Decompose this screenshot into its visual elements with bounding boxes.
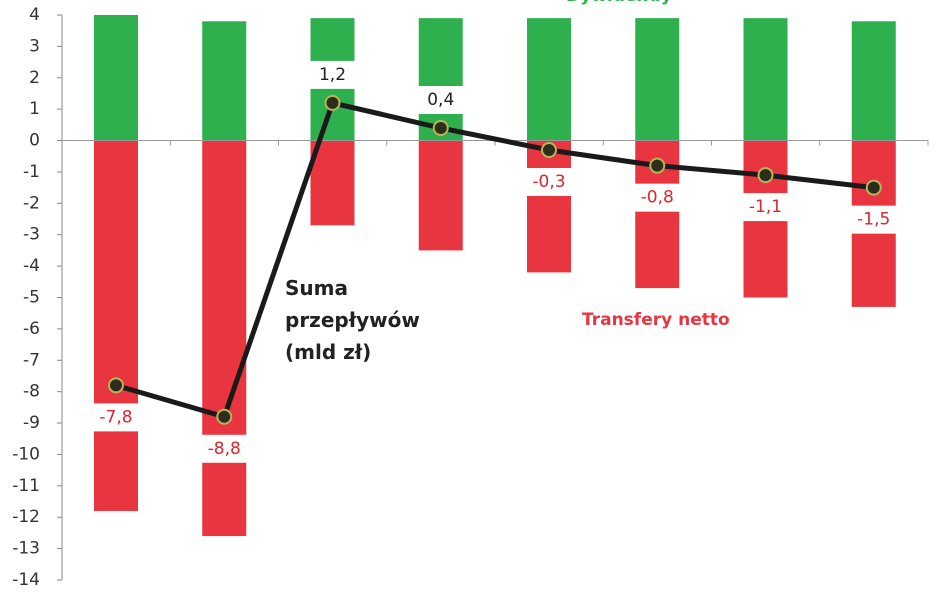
y-tick-label: -9 <box>23 413 40 433</box>
value-label: 0,4 <box>416 86 465 114</box>
y-tick-label: 0 <box>29 131 40 151</box>
label-box <box>200 434 249 463</box>
y-tick-label: -2 <box>23 193 40 213</box>
value-label: -8,8 <box>200 434 249 463</box>
label-box <box>308 60 357 89</box>
value-label: -0,3 <box>525 167 573 196</box>
point <box>216 408 233 425</box>
y-tick-label: 3 <box>29 36 40 56</box>
bar <box>310 140 355 226</box>
y-tick-label: -13 <box>12 539 40 559</box>
value-label: 1,2 <box>308 60 357 89</box>
point <box>541 141 557 158</box>
y-tick-label: -4 <box>23 256 40 276</box>
value-label: -1,5 <box>849 205 898 234</box>
bar <box>94 140 138 511</box>
value-label: -0,8 <box>633 183 682 212</box>
label-box <box>92 403 140 432</box>
value-label-text: 0,4 <box>427 90 454 110</box>
y-tick-label: -14 <box>12 570 40 590</box>
y-tick-label: -6 <box>23 319 40 339</box>
y-tick-label: -1 <box>23 162 40 182</box>
bar <box>851 21 896 141</box>
point <box>649 157 666 174</box>
y-tick-label: 1 <box>29 99 40 119</box>
y-tick-label: -8 <box>23 382 40 402</box>
y-tick-label: 2 <box>29 68 40 88</box>
value-label: -1,1 <box>741 193 790 222</box>
value-label-text: -7,8 <box>99 407 132 427</box>
series-annotation: Dywidendy <box>566 0 672 6</box>
line-annotation: Suma przepływów (mld zł) <box>285 276 420 364</box>
y-tick-label: -11 <box>12 476 40 496</box>
y-tick-label: -10 <box>12 444 40 464</box>
value-label: -7,8 <box>92 403 140 432</box>
point <box>324 94 341 111</box>
bar <box>202 140 247 537</box>
bar <box>527 140 571 273</box>
bar <box>202 21 247 141</box>
value-label-text: -1,1 <box>749 197 782 217</box>
value-label-text: -1,5 <box>857 210 890 230</box>
value-label-text: -8,8 <box>208 439 241 459</box>
series-annotation: Transfery netto <box>582 310 730 330</box>
bar <box>418 140 463 251</box>
y-tick-label: -12 <box>12 507 40 527</box>
point <box>432 120 449 136</box>
value-label-text: -0,8 <box>641 188 674 208</box>
y-tick-label: -7 <box>23 350 40 370</box>
point <box>865 179 882 196</box>
label-box <box>741 193 790 222</box>
line-annotation-text: Suma przepływów (mld zł) <box>285 276 420 364</box>
bar <box>743 18 788 141</box>
y-tick-label: -3 <box>23 225 40 245</box>
y-tick-label: 4 <box>29 5 40 25</box>
label-box <box>416 86 465 114</box>
bar <box>527 18 571 141</box>
label-box <box>849 205 898 234</box>
bar <box>94 15 138 141</box>
label-box <box>525 167 573 196</box>
value-label-text: -0,3 <box>532 172 565 192</box>
y-tick-label: -5 <box>23 288 40 308</box>
value-label-text: 1,2 <box>319 65 346 85</box>
line <box>115 100 875 420</box>
point <box>108 377 124 394</box>
label-box <box>633 183 682 212</box>
point <box>757 167 774 184</box>
bar <box>635 18 680 141</box>
